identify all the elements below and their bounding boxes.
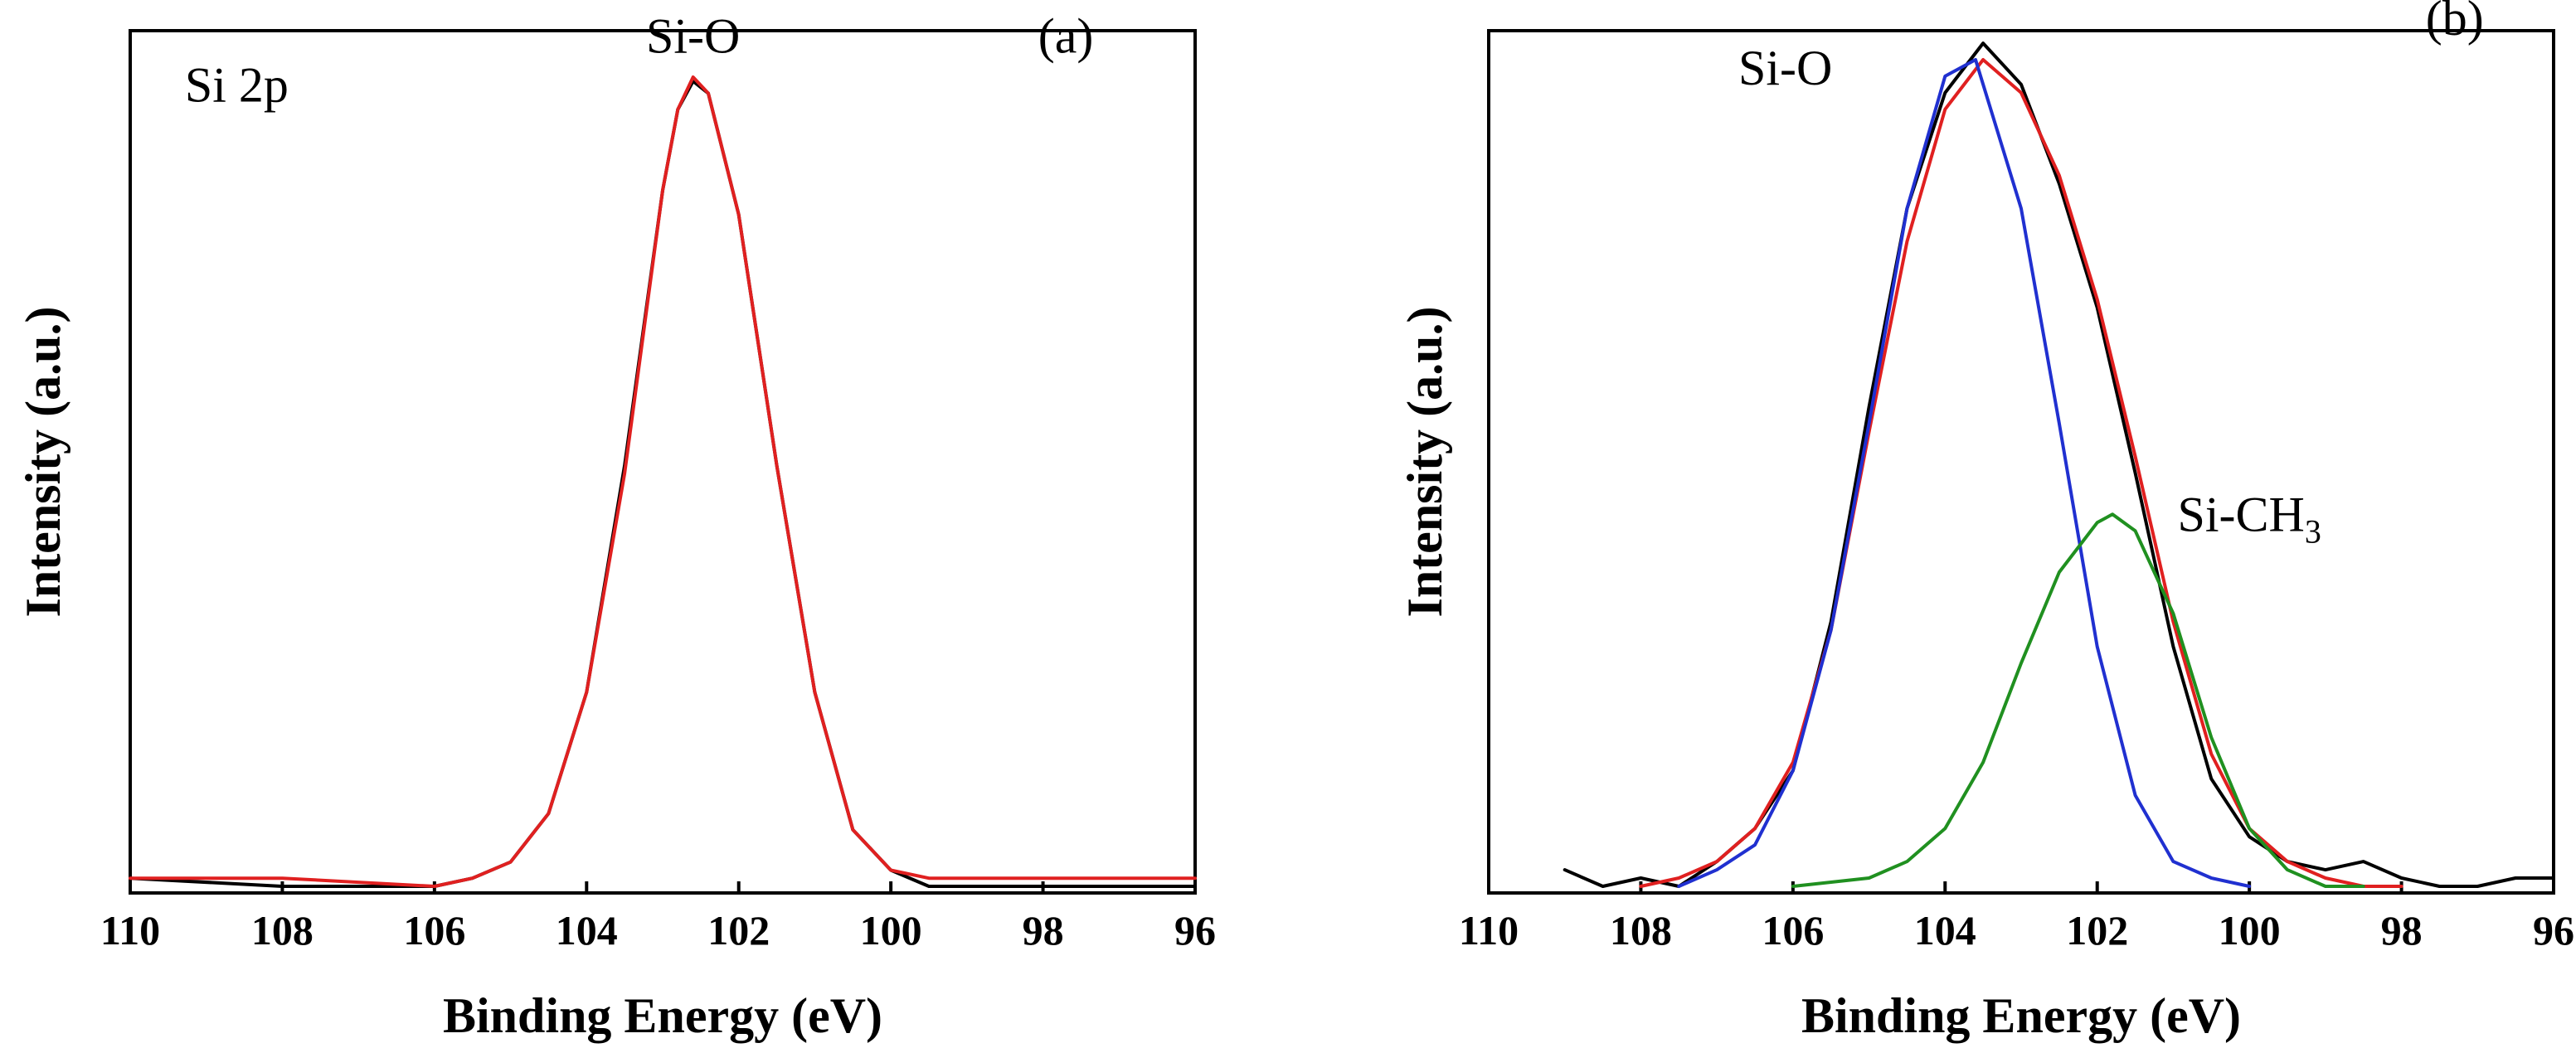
x-tick-label-b-96: 96	[2533, 907, 2574, 953]
x-tick-label-b-98: 98	[2381, 907, 2423, 953]
annotation-a-0: Si 2p	[185, 57, 289, 112]
x-tick-label-a-108: 108	[251, 907, 313, 953]
annotation-b-2: (b)	[2426, 0, 2484, 46]
x-tick-label-b-100: 100	[2219, 907, 2281, 953]
panel-b: 110 108 106 104 102 100 98 96 Si-O Si-CH3 (b) Bin…	[1397, 0, 2574, 1043]
annotations-b: Si-O Si-CH3 (b)	[1738, 0, 2484, 550]
y-axis-title-a: Intensity (a.u.)	[16, 306, 70, 617]
x-tick-label-b-106: 106	[1762, 907, 1824, 953]
plot-frame-a	[129, 29, 1197, 895]
series-line-b-measured	[1563, 41, 2555, 888]
series-b	[1563, 41, 2555, 888]
series-line-b-fit	[1639, 58, 2403, 888]
y-axis-title-b: Intensity (a.u.)	[1397, 306, 1452, 617]
annotation-b-1: Si-CH3	[2177, 487, 2321, 550]
x-tick-label-a-96: 96	[1174, 907, 1216, 953]
annotations-a: Si 2p Si-O (a)	[185, 9, 1094, 113]
annotation-b-0: Si-O	[1738, 41, 1832, 95]
x-tick-label-b-108: 108	[1610, 907, 1672, 953]
series-a	[129, 75, 1197, 888]
x-tick-label-a-106: 106	[403, 907, 465, 953]
plot-frame-b	[1487, 29, 2555, 895]
x-ticks-a: 110 108 106 104 102 100 98 96	[100, 881, 1216, 953]
x-tick-label-a-110: 110	[100, 907, 160, 953]
x-tick-label-a-102: 102	[707, 907, 770, 953]
annotation-a-2: (a)	[1038, 9, 1094, 64]
x-tick-label-b-104: 104	[1914, 907, 1976, 953]
annotation-a-1: Si-O	[646, 9, 740, 64]
x-ticks-b: 110 108 106 104 102 100 98 96	[1459, 881, 2574, 953]
x-axis-title-b: Binding Energy (eV)	[1801, 988, 2241, 1043]
series-line-a-fit	[129, 75, 1197, 888]
x-tick-label-a-104: 104	[556, 907, 618, 953]
x-axis-title-a: Binding Energy (eV)	[443, 988, 882, 1043]
x-tick-label-b-102: 102	[2066, 907, 2128, 953]
x-tick-label-a-98: 98	[1023, 907, 1064, 953]
x-tick-label-a-100: 100	[860, 907, 922, 953]
series-line-b-si-ch3-component	[1791, 512, 2365, 888]
series-line-b-si-o-component	[1677, 58, 2252, 888]
x-tick-label-b-110: 110	[1459, 907, 1519, 953]
panel-a: 110 108 106 104 102 100 98 96 Si 2p Si-O (a) Bind…	[16, 9, 1216, 1043]
